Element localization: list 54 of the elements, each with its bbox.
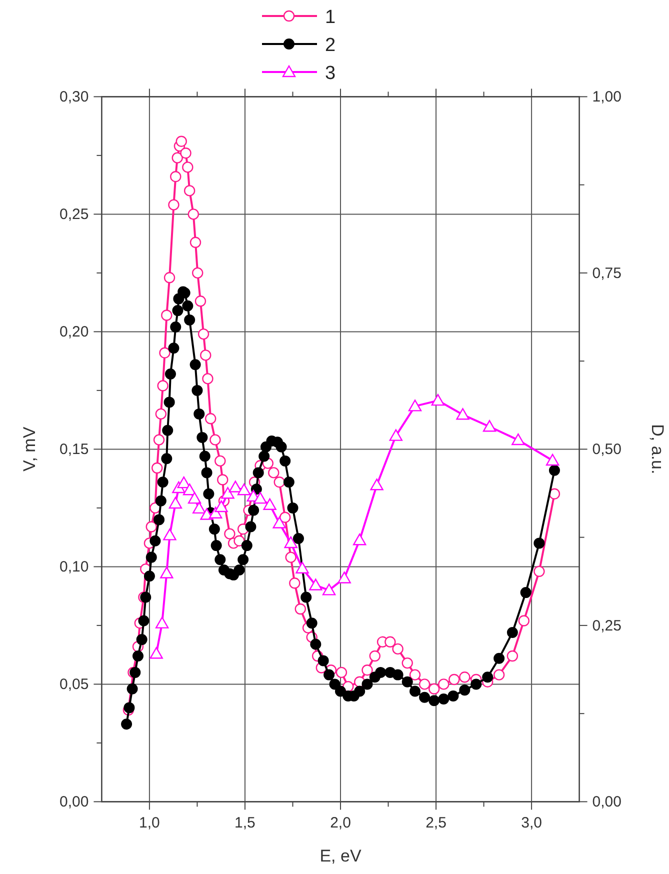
legend-label: 1	[325, 7, 336, 28]
y-tick-label: 0,00	[59, 794, 89, 811]
y2-tick-label: 1,00	[592, 88, 622, 106]
point	[512, 433, 525, 446]
point	[182, 483, 196, 496]
point	[322, 584, 336, 596]
point	[150, 647, 163, 659]
legend-label: 3	[325, 63, 336, 84]
point	[155, 616, 169, 628]
point	[160, 566, 174, 578]
point	[338, 572, 351, 584]
point	[353, 534, 366, 546]
point	[168, 496, 182, 509]
legend-label: 2	[325, 35, 336, 56]
y2-tick-label: 0,50	[592, 441, 622, 458]
point	[408, 400, 422, 412]
point	[296, 562, 309, 574]
point	[284, 536, 298, 548]
point	[309, 578, 322, 590]
point	[188, 492, 202, 504]
y2-tick-label: 0,75	[592, 264, 622, 282]
x-axis-title: E, eV	[320, 846, 362, 866]
point	[228, 480, 242, 492]
point	[482, 420, 496, 432]
point	[214, 500, 228, 512]
y-tick-label: 0,05	[59, 676, 89, 694]
y-tick-label: 0,20	[59, 324, 89, 341]
point	[272, 516, 286, 528]
x-tick-label: 1,5	[234, 814, 256, 832]
y2-axis-title: D, a.u.	[648, 424, 667, 474]
y2-tick-label: 0,25	[592, 617, 622, 634]
point	[456, 408, 470, 420]
y2-tick-label: 0,00	[592, 794, 622, 811]
point	[192, 502, 206, 514]
y-tick-label: 0,15	[59, 441, 89, 458]
point	[370, 478, 384, 490]
point	[163, 528, 176, 540]
x-tick-label: 3,0	[521, 814, 542, 832]
y-tick-label: 0,30	[59, 88, 89, 106]
point	[389, 429, 402, 441]
point	[221, 487, 234, 499]
x-tick-label: 1,0	[139, 814, 160, 832]
point	[254, 492, 267, 504]
point	[431, 394, 445, 406]
x-tick-label: 2,0	[330, 814, 351, 832]
point	[546, 454, 560, 466]
y-tick-label: 0,10	[59, 558, 89, 576]
point	[177, 476, 190, 488]
y-tick-label: 0,25	[59, 206, 89, 224]
point	[237, 483, 251, 496]
point	[263, 498, 276, 510]
point	[208, 506, 222, 518]
x-tick-label: 2,5	[426, 814, 446, 832]
y-axis-title: V, mV	[20, 426, 39, 472]
